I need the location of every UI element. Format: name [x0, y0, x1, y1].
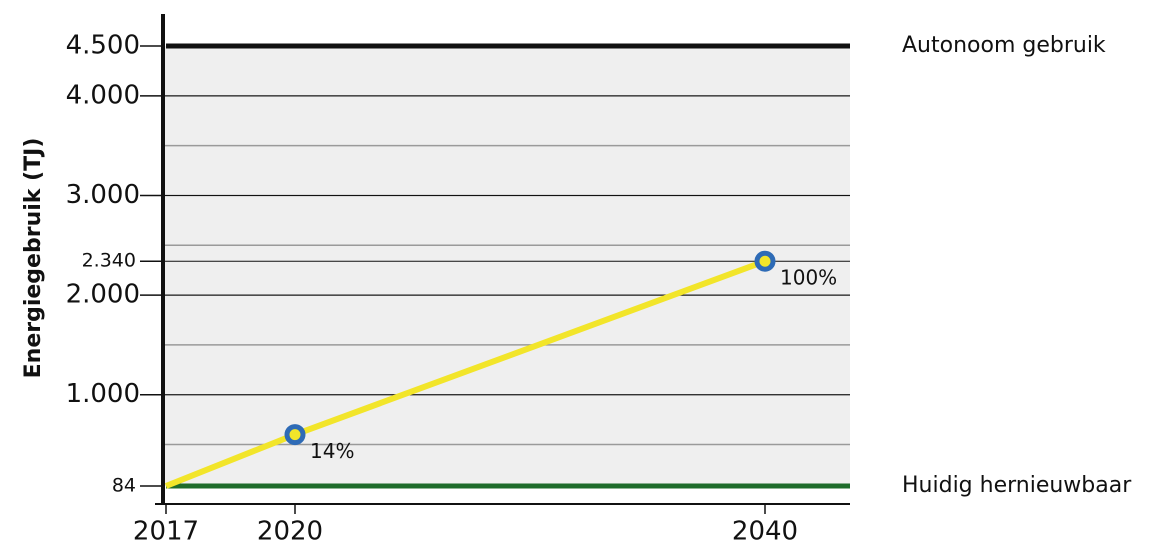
- annotation-label: 100%: [780, 266, 837, 290]
- y-tick-label: 84: [112, 475, 136, 497]
- y-tick-label: 2.340: [82, 250, 136, 272]
- milestone-marker: [754, 250, 776, 272]
- y-tick-label: 3.000: [66, 180, 140, 210]
- y-tick-label: 2.000: [66, 280, 140, 310]
- x-tick-label: 2017: [133, 517, 199, 547]
- y-tick-label: 1.000: [66, 379, 140, 409]
- y-axis-label: Energiegebruik (TJ): [21, 138, 46, 379]
- y-tick-label: 4.000: [66, 80, 140, 110]
- plot-area: [163, 46, 850, 486]
- legend-label: Huidig hernieuwbaar: [902, 473, 1132, 498]
- y-tick-label: 4.500: [66, 31, 140, 61]
- legend-label: Autonoom gebruik: [902, 33, 1106, 58]
- milestone-marker: [284, 424, 306, 446]
- x-tick-label: 2040: [732, 517, 798, 547]
- annotation-label: 14%: [310, 439, 354, 463]
- x-tick-label: 2020: [257, 517, 323, 547]
